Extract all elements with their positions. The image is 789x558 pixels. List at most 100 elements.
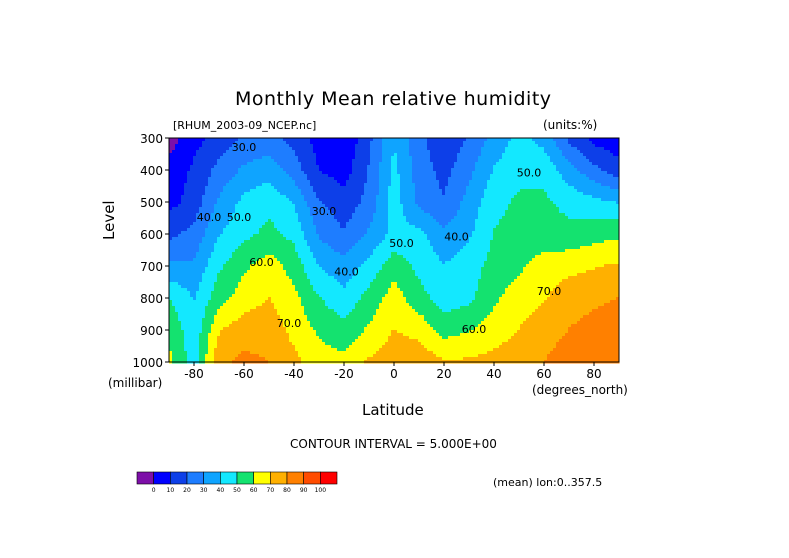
- contour-cell: [511, 162, 515, 166]
- contour-cell: [445, 204, 449, 208]
- contour-cell: [217, 186, 221, 190]
- contour-cell: [487, 210, 491, 214]
- contour-cell: [433, 195, 437, 199]
- contour-cell: [247, 201, 251, 205]
- contour-cell: [607, 180, 611, 184]
- contour-cell: [352, 180, 356, 184]
- contour-cell: [232, 213, 236, 217]
- contour-cell: [520, 141, 524, 145]
- contour-cell: [217, 189, 221, 193]
- contour-cell: [565, 144, 569, 148]
- contour-cell: [568, 150, 572, 154]
- contour-cell: [235, 219, 239, 223]
- contour-cell: [454, 192, 458, 196]
- contour-cell: [601, 165, 605, 169]
- contour-cell: [502, 228, 506, 232]
- contour-cell: [475, 234, 479, 238]
- contour-cell: [460, 177, 464, 181]
- contour-cell: [208, 225, 212, 229]
- contour-cell: [571, 180, 575, 184]
- contour-cell: [277, 138, 281, 142]
- contour-cell: [253, 171, 257, 175]
- contour-cell: [430, 159, 434, 163]
- contour-cell: [364, 213, 368, 217]
- contour-cell: [586, 213, 590, 217]
- contour-cell: [394, 174, 398, 178]
- contour-cell: [238, 204, 242, 208]
- contour-cell: [322, 210, 326, 214]
- contour-cell: [187, 213, 191, 217]
- contour-cell: [331, 186, 335, 190]
- contour-cell: [202, 144, 206, 148]
- contour-cell: [376, 210, 380, 214]
- contour-cell: [493, 231, 497, 235]
- contour-cell: [592, 153, 596, 157]
- contour-cell: [607, 177, 611, 181]
- contour-cell: [406, 153, 410, 157]
- contour-cell: [253, 195, 257, 199]
- contour-cell: [340, 153, 344, 157]
- contour-cell: [505, 138, 509, 142]
- contour-cell: [418, 144, 422, 148]
- contour-cell: [592, 174, 596, 178]
- contour-cell: [592, 234, 596, 238]
- contour-cell: [304, 195, 308, 199]
- contour-cell: [475, 198, 479, 202]
- contour-cell: [481, 168, 485, 172]
- contour-cell: [478, 195, 482, 199]
- contour-cell: [409, 219, 413, 223]
- contour-cell: [577, 162, 581, 166]
- contour-cell: [484, 144, 488, 148]
- contour-cell: [568, 144, 572, 148]
- contour-cell: [184, 186, 188, 190]
- contour-cell: [328, 186, 332, 190]
- contour-cell: [295, 216, 299, 220]
- contour-cell: [364, 144, 368, 148]
- contour-cell: [226, 156, 230, 160]
- contour-cell: [304, 138, 308, 142]
- contour-cell: [616, 180, 620, 184]
- contour-cell: [403, 216, 407, 220]
- contour-cell: [574, 192, 578, 196]
- contour-cell: [262, 180, 266, 184]
- contour-cell: [199, 201, 203, 205]
- contour-cell: [355, 222, 359, 226]
- contour-cell: [505, 201, 509, 205]
- contour-cell: [604, 162, 608, 166]
- contour-cell: [526, 153, 530, 157]
- contour-cell: [463, 192, 467, 196]
- contour-cell: [610, 138, 614, 142]
- contour-cell: [178, 177, 182, 181]
- contour-cell: [418, 177, 422, 181]
- contour-cell: [616, 186, 620, 190]
- contour-cell: [271, 195, 275, 199]
- contour-cell: [508, 198, 512, 202]
- contour-cell: [547, 189, 551, 193]
- contour-cell: [304, 153, 308, 157]
- contour-cell: [184, 198, 188, 202]
- contour-cell: [337, 183, 341, 187]
- contour-cell: [265, 195, 269, 199]
- contour-cell: [394, 138, 398, 142]
- contour-cell: [472, 174, 476, 178]
- contour-cell: [433, 222, 437, 226]
- contour-cell: [217, 177, 221, 181]
- contour-cell: [184, 216, 188, 220]
- contour-cell: [532, 180, 536, 184]
- contour-cell: [403, 177, 407, 181]
- contour-cell: [514, 171, 518, 175]
- contour-cell: [178, 150, 182, 154]
- contour-cell: [523, 144, 527, 148]
- contour-cell: [364, 171, 368, 175]
- contour-cell: [406, 195, 410, 199]
- contour-cell: [241, 186, 245, 190]
- contour-cell: [367, 222, 371, 226]
- contour-cell: [301, 141, 305, 145]
- contour-cell: [604, 192, 608, 196]
- contour-cell: [511, 138, 515, 142]
- contour-cell: [409, 216, 413, 220]
- contour-cell: [421, 144, 425, 148]
- contour-cell: [376, 216, 380, 220]
- contour-cell: [403, 168, 407, 172]
- contour-cell: [244, 189, 248, 193]
